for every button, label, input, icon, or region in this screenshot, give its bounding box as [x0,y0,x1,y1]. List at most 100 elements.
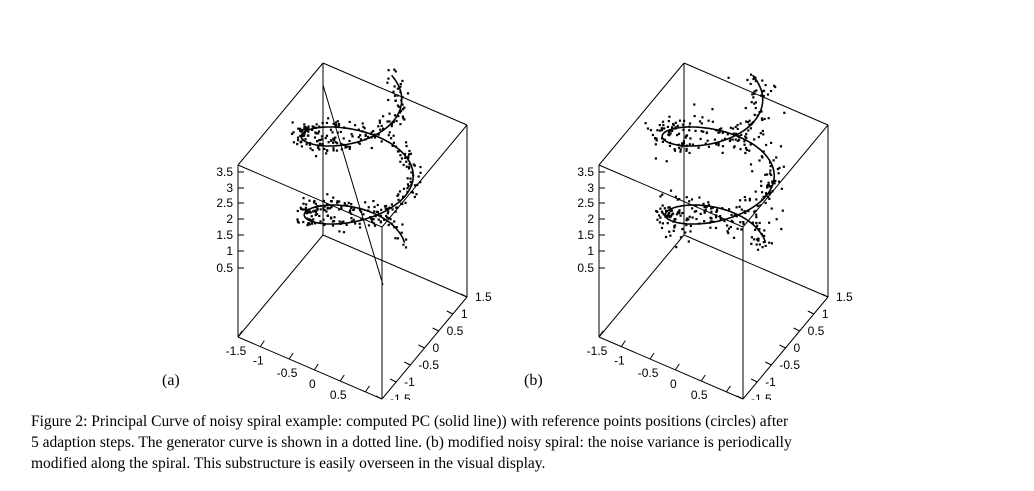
panel-label-a: (a) [162,372,180,389]
data-point [667,133,670,136]
data-point [334,121,338,124]
data-point [325,210,328,213]
x-tick-label: 0 [309,377,316,391]
data-point [303,208,306,211]
y-tick [375,395,383,400]
data-point [667,215,671,218]
data-point [348,139,351,143]
data-point [417,175,420,178]
data-point [707,119,710,122]
data-point [323,209,326,212]
z-tick-label: 1 [226,244,233,258]
data-point [731,220,734,224]
data-point [325,203,329,206]
data-point [343,202,346,205]
data-point [754,106,757,110]
data-point [756,204,759,208]
data-point [685,149,688,152]
data-point [318,125,321,128]
data-point [336,131,339,134]
data-point [334,136,337,139]
data-point [673,148,676,151]
data-point [685,134,689,137]
data-point [685,196,688,199]
data-point [672,229,675,232]
data-point [695,210,698,213]
data-point [387,77,390,80]
data-point [721,207,724,210]
data-point [316,207,319,210]
data-point [334,141,337,144]
data-point [329,216,333,219]
data-point [305,212,308,215]
data-point [350,202,353,206]
data-point [337,123,341,126]
data-point [769,169,772,172]
data-point [344,146,347,149]
data-point [760,117,764,120]
caption-line-3: modified along the spiral. This substruc… [31,455,546,472]
data-point [698,196,701,199]
data-point [730,213,733,217]
data-point [395,226,398,229]
data-point [751,170,754,173]
data-point [749,73,753,76]
data-point [394,210,397,213]
data-point [783,111,786,114]
data-point [684,231,687,234]
data-point [403,118,406,121]
data-point [779,145,783,148]
data-point [393,68,396,71]
data-point [376,203,379,207]
data-point [688,151,691,155]
data-point [308,199,311,202]
data-point [768,241,771,244]
data-point [663,207,666,210]
data-point [754,79,758,83]
data-point [393,85,396,88]
x-tick [649,352,655,360]
data-point [748,199,751,202]
data-point [744,151,747,155]
data-point [727,76,730,79]
data-point [299,134,302,138]
data-point [393,94,397,97]
data-point [342,143,345,146]
data-point [769,191,772,194]
data-point [658,123,661,127]
data-point [694,204,698,207]
data-point [753,210,756,213]
data-point [419,165,422,169]
data-point [750,242,753,245]
data-point [319,204,322,208]
data-point [323,147,326,151]
data-point [401,115,405,118]
data-point [668,230,671,233]
data-point [739,199,742,202]
data-point [728,208,731,211]
data-point [667,131,671,134]
data-point [776,167,779,171]
data-point [702,130,705,133]
data-point [401,103,404,106]
data-point [670,213,674,216]
data-point [699,137,702,141]
data-point [661,127,664,131]
data-point [377,218,380,221]
data-point [760,110,763,113]
data-point [679,236,683,239]
data-point [706,139,709,142]
data-point [292,131,295,134]
data-point [745,132,748,136]
data-point [754,209,757,213]
data-point [769,141,773,145]
data-point [658,221,662,224]
data-point [358,209,362,212]
x-tick [313,363,319,371]
data-point [678,210,681,213]
data-point [372,222,376,225]
data-point [688,122,692,125]
data-point [710,217,713,220]
data-point [363,127,366,130]
box-edge [598,234,685,338]
